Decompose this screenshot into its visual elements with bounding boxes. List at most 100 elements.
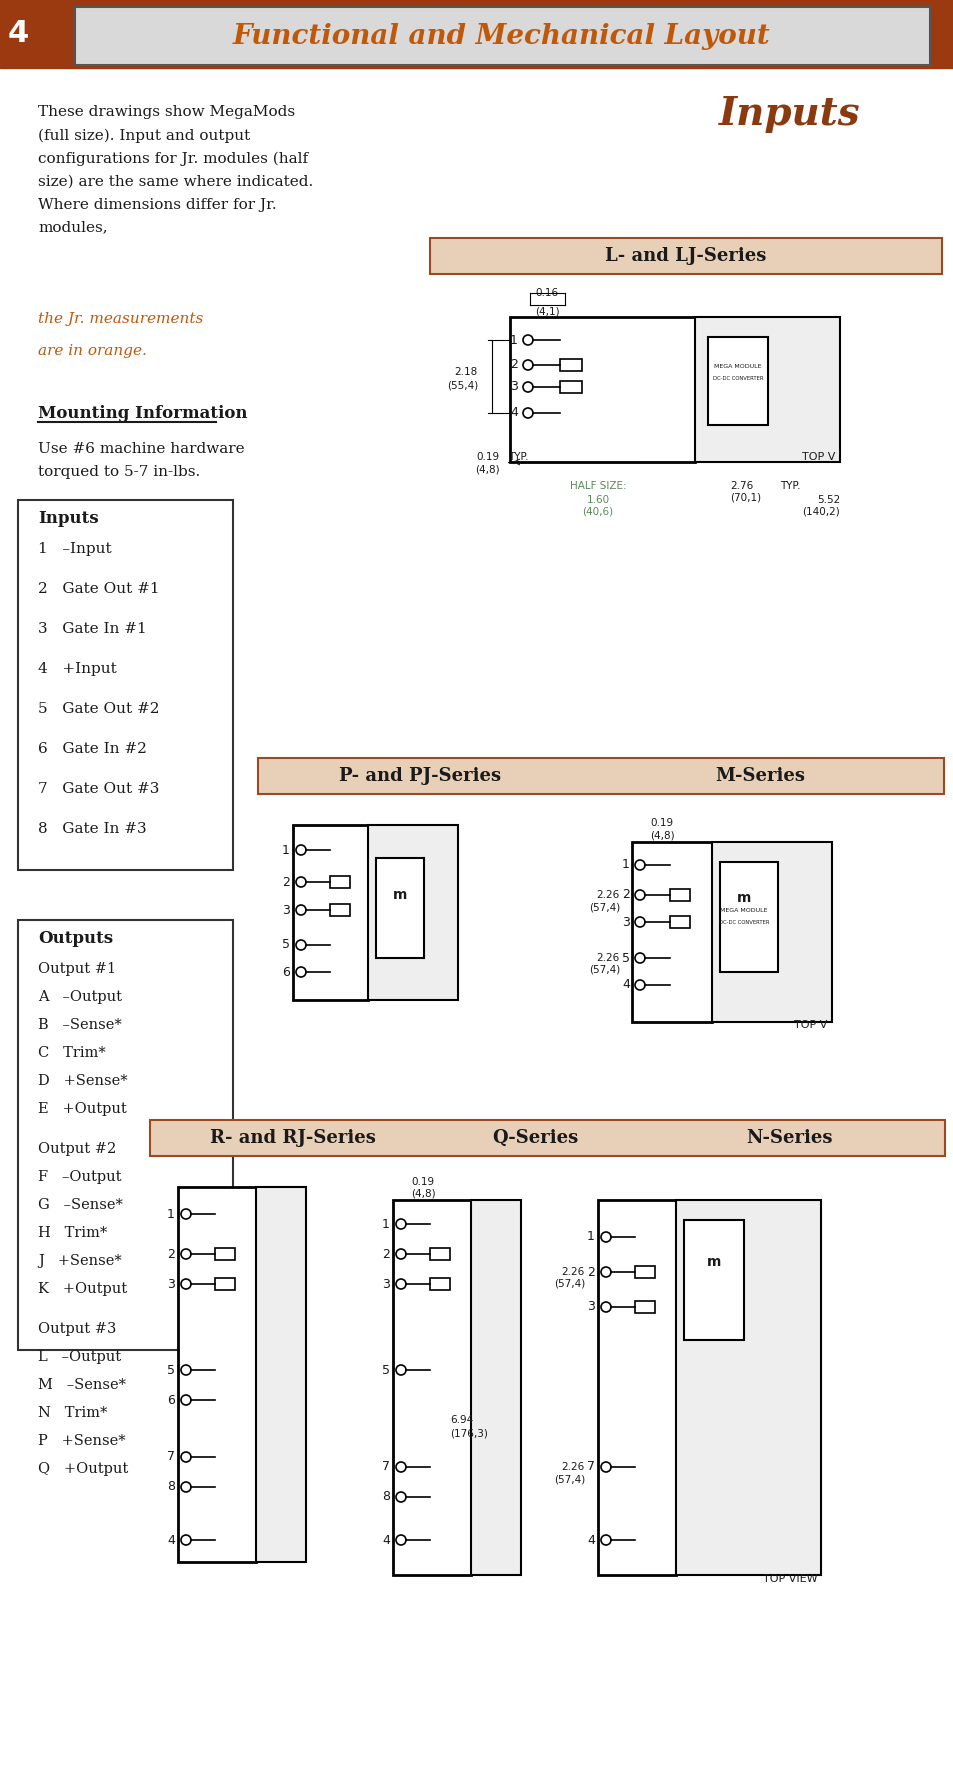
Text: 2.18: 2.18 (455, 367, 477, 377)
Text: 3: 3 (510, 381, 517, 394)
Bar (631, 843, 711, 1022)
Text: N   Trim*: N Trim* (38, 1406, 108, 1420)
Text: 5   Gate Out #2: 5 Gate Out #2 (38, 701, 159, 716)
Bar (257, 759, 943, 794)
Text: 8: 8 (381, 1490, 390, 1503)
Text: M   –Sense*: M –Sense* (38, 1378, 126, 1392)
Text: TOP V: TOP V (793, 1020, 826, 1030)
Bar (293, 825, 368, 1000)
Text: C   Trim*: C Trim* (38, 1047, 106, 1061)
Text: M-Series: M-Series (714, 767, 804, 785)
Text: (70,1): (70,1) (729, 494, 760, 503)
Text: 1: 1 (586, 1231, 595, 1243)
Text: 4: 4 (8, 20, 29, 48)
Text: J   +Sense*: J +Sense* (38, 1254, 122, 1268)
Text: 5: 5 (381, 1363, 390, 1376)
Text: 6   Gate In #2: 6 Gate In #2 (38, 742, 147, 757)
Text: Use #6 machine hardware
torqued to 5-7 in-lbs.: Use #6 machine hardware torqued to 5-7 i… (38, 442, 244, 479)
Text: 7: 7 (167, 1451, 174, 1463)
Text: (57,4): (57,4) (553, 1474, 584, 1485)
Text: (57,4): (57,4) (588, 902, 619, 912)
Text: 8   Gate In #3: 8 Gate In #3 (38, 821, 147, 835)
Text: Inputs: Inputs (38, 510, 98, 528)
Text: 5.52: 5.52 (816, 496, 840, 504)
Text: 2: 2 (282, 875, 290, 889)
Text: 4: 4 (382, 1533, 390, 1546)
Text: (4,8): (4,8) (649, 830, 674, 841)
Text: (4,8): (4,8) (475, 463, 499, 474)
Text: 0.19: 0.19 (411, 1177, 435, 1186)
Bar (669, 889, 689, 902)
Text: Q-Series: Q-Series (492, 1129, 578, 1147)
Text: 5: 5 (282, 939, 290, 952)
Bar (683, 1220, 743, 1340)
Text: (57,4): (57,4) (553, 1279, 584, 1290)
Bar (0, 0, 953, 68)
Bar (375, 859, 423, 957)
Text: F   –Output: F –Output (38, 1170, 121, 1184)
Bar (18, 499, 233, 869)
Text: Outputs: Outputs (38, 930, 113, 946)
Text: 2: 2 (510, 358, 517, 372)
Text: m: m (706, 1256, 720, 1268)
Bar (430, 1277, 450, 1290)
Text: N-Series: N-Series (746, 1129, 832, 1147)
Text: A   –Output: A –Output (38, 989, 122, 1004)
Text: 2: 2 (382, 1247, 390, 1261)
Text: 2.76: 2.76 (729, 481, 753, 490)
Bar (214, 1249, 234, 1259)
Text: 1.60: 1.60 (586, 496, 609, 504)
Text: 5: 5 (167, 1363, 174, 1376)
Text: 5: 5 (621, 952, 629, 964)
Bar (635, 1267, 655, 1277)
Text: (176,3): (176,3) (450, 1428, 487, 1438)
Text: R- and RJ-Series: R- and RJ-Series (210, 1129, 375, 1147)
Text: 0.16: 0.16 (535, 288, 558, 299)
Text: 7: 7 (381, 1460, 390, 1474)
Bar (368, 825, 457, 1000)
Text: 2.26: 2.26 (597, 954, 619, 962)
Text: 1: 1 (382, 1218, 390, 1231)
Text: 7   Gate Out #3: 7 Gate Out #3 (38, 782, 159, 796)
Text: (140,2): (140,2) (801, 506, 840, 517)
Text: H   Trim*: H Trim* (38, 1225, 107, 1240)
Text: Functional and Mechanical Layout: Functional and Mechanical Layout (233, 23, 770, 50)
Bar (695, 317, 840, 462)
Text: TOP VIEW: TOP VIEW (762, 1574, 817, 1583)
Text: 3: 3 (282, 903, 290, 916)
Text: L   –Output: L –Output (38, 1351, 121, 1363)
Bar (676, 1200, 821, 1574)
Text: 7: 7 (586, 1460, 595, 1474)
Text: (40,6): (40,6) (582, 506, 613, 517)
Text: 4: 4 (586, 1533, 595, 1546)
Text: E   +Output: E +Output (38, 1102, 127, 1116)
Bar (255, 1186, 306, 1562)
Text: P   +Sense*: P +Sense* (38, 1435, 126, 1447)
Text: 1: 1 (621, 859, 629, 871)
Text: 0.19: 0.19 (650, 818, 673, 828)
Bar (711, 843, 831, 1022)
Text: G   –Sense*: G –Sense* (38, 1199, 123, 1211)
Text: Output #1: Output #1 (38, 962, 116, 977)
Text: 6: 6 (282, 966, 290, 979)
Text: Output #2: Output #2 (38, 1141, 116, 1156)
Bar (150, 1120, 944, 1156)
Bar (178, 1186, 255, 1562)
Text: Q   +Output: Q +Output (38, 1462, 128, 1476)
Text: 3: 3 (167, 1277, 174, 1290)
Bar (430, 1249, 450, 1259)
Text: Mounting Information: Mounting Information (38, 404, 247, 422)
Text: m: m (393, 887, 407, 902)
Text: 2   Gate Out #1: 2 Gate Out #1 (38, 581, 159, 596)
Bar (559, 360, 581, 370)
Text: 2.26: 2.26 (561, 1462, 584, 1472)
Text: 2: 2 (167, 1247, 174, 1261)
Bar (18, 920, 233, 1351)
Text: 1: 1 (282, 843, 290, 857)
Text: K   +Output: K +Output (38, 1283, 127, 1295)
Text: DC-DC CONVERTER: DC-DC CONVERTER (712, 376, 762, 381)
Text: L- and LJ-Series: L- and LJ-Series (604, 247, 766, 265)
Text: D   +Sense*: D +Sense* (38, 1073, 128, 1088)
Bar (330, 903, 350, 916)
Text: 0.19: 0.19 (476, 453, 499, 462)
